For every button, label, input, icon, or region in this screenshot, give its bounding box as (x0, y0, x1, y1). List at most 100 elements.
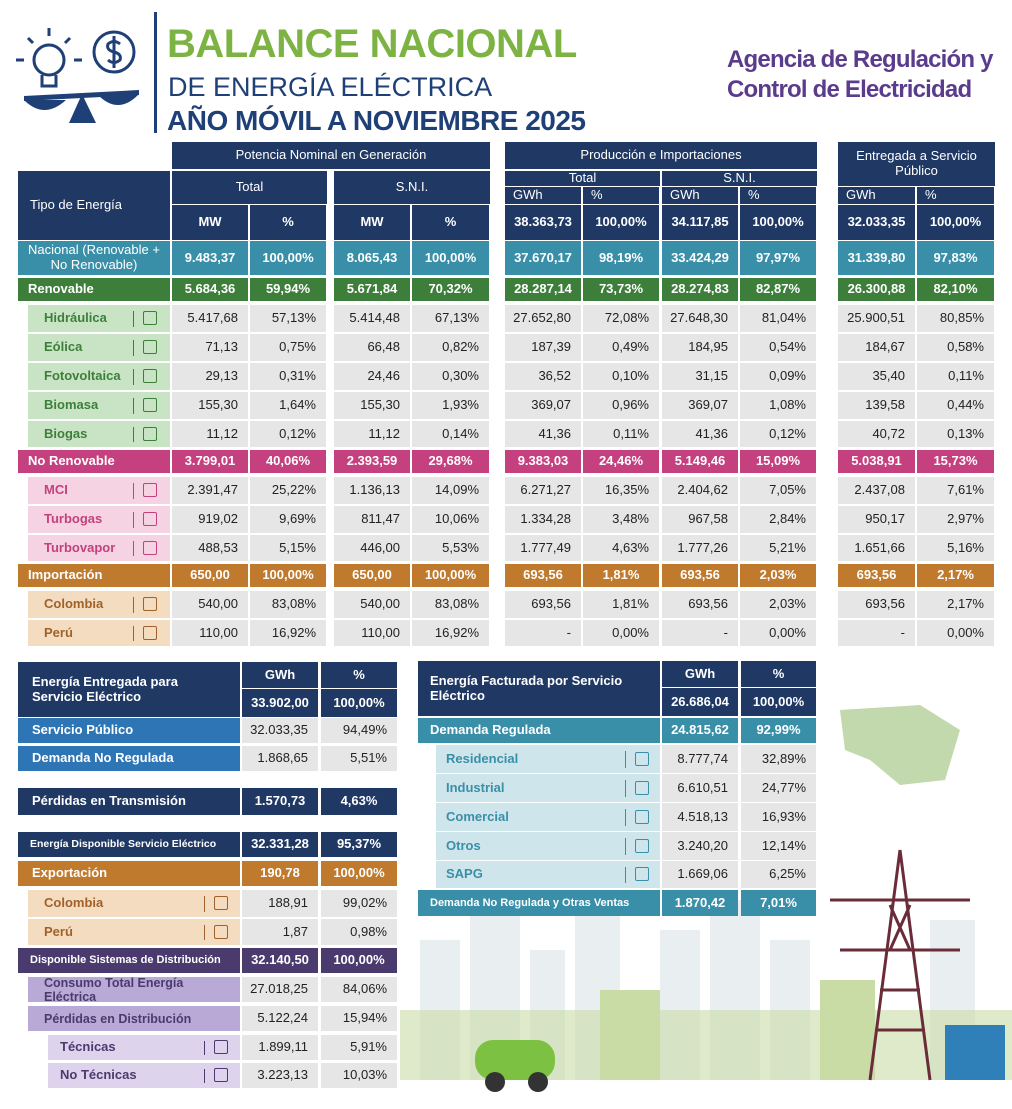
total-value: 34.117,85 (662, 205, 738, 240)
group-header: Producción e Importaciones (505, 142, 817, 169)
row-label: Técnicas (48, 1035, 240, 1060)
value: 16,92% (250, 620, 326, 646)
value: 1,87 (242, 919, 318, 945)
separator (625, 838, 626, 855)
value: 15,73% (917, 450, 994, 473)
value: 5.149,46 (662, 450, 738, 473)
value: 16,35% (583, 477, 659, 504)
value: - (505, 620, 581, 646)
value: 15,94% (321, 1006, 397, 1031)
value: 3.223,13 (242, 1063, 318, 1088)
value: 41,36 (505, 421, 581, 447)
row-label: Perú (28, 919, 240, 945)
car (475, 1040, 555, 1092)
value: 98,19% (583, 241, 659, 275)
group-header: Potencia Nominal en Generación (172, 142, 490, 169)
subgroup-header: S.N.I. (662, 171, 817, 186)
value: 9.383,03 (505, 450, 581, 473)
value: 29,68% (412, 450, 489, 473)
row-label: Exportación (18, 861, 240, 886)
value: 24.815,62 (662, 718, 738, 743)
value: 82,10% (917, 278, 994, 301)
subtitle: DE ENERGÍA ELÉCTRICA (168, 72, 493, 102)
value: 5,53% (412, 535, 489, 561)
row-label: Perú (28, 620, 170, 646)
row-icon (143, 311, 157, 325)
row-icon (143, 483, 157, 497)
row-label: Otros (436, 832, 660, 860)
value: 187,39 (505, 334, 581, 361)
value: 5.684,36 (172, 278, 248, 301)
row-label: Energía Disponible Servicio Eléctrico (18, 832, 240, 857)
unit-header: GWh (505, 187, 581, 204)
value: 1.777,49 (505, 535, 581, 561)
value: 5.414,48 (334, 305, 410, 332)
row-label: Consumo Total Energía Eléctrica (28, 977, 240, 1002)
value: 11,12 (334, 421, 410, 447)
value: 32.140,50 (242, 948, 318, 973)
value: 1.870,42 (662, 890, 738, 916)
value: 540,00 (172, 591, 248, 618)
row-label: Turbogas (28, 506, 170, 533)
value: 2,03% (740, 564, 816, 587)
value: 100,00% (321, 861, 397, 886)
subgroup-header: Total (505, 171, 660, 186)
agency-line: Agencia de Regulación y (727, 46, 993, 73)
value: 100,00% (250, 241, 326, 275)
value: 27.652,80 (505, 305, 581, 332)
value: 693,56 (662, 564, 738, 587)
value: 5.417,68 (172, 305, 248, 332)
row-label: Demanda No Regulada y Otras Ventas (418, 890, 660, 916)
value: 9,69% (250, 506, 326, 533)
value: 1,81% (583, 591, 659, 618)
row-label: Turbovapor (28, 535, 170, 561)
value: 2.391,47 (172, 477, 248, 504)
row-label: Comercial (436, 803, 660, 831)
value: 650,00 (334, 564, 410, 587)
header-divider (154, 12, 157, 133)
separator (133, 541, 134, 556)
unit-header: % (740, 187, 816, 204)
value: 1.899,11 (242, 1035, 318, 1060)
unit-header: % (741, 661, 816, 687)
row-label: Industrial (436, 774, 660, 802)
value: 540,00 (334, 591, 410, 618)
value: 1.669,06 (662, 861, 738, 888)
value: 650,00 (172, 564, 248, 587)
row-icon (635, 809, 649, 824)
row-icon (214, 924, 228, 939)
row-label: Servicio Público (18, 718, 240, 743)
value: 40,06% (250, 450, 326, 473)
map (840, 705, 960, 785)
value: 8.777,74 (662, 745, 738, 773)
row-label: Colombia (28, 591, 170, 618)
value: 35,40 (838, 363, 915, 390)
row-icon (635, 780, 649, 795)
value: 100,00% (412, 241, 489, 275)
value: 16,93% (741, 803, 816, 831)
value: 369,07 (662, 392, 738, 419)
separator (133, 427, 134, 442)
value: 31.339,80 (838, 241, 915, 275)
value: 0,98% (321, 919, 397, 945)
value: 5.671,84 (334, 278, 410, 301)
value: 5,51% (321, 746, 397, 771)
value: 32.331,28 (242, 832, 318, 857)
row-icon (143, 398, 157, 412)
separator (204, 1069, 205, 1083)
value: 0,13% (917, 421, 994, 447)
value: 73,73% (583, 278, 659, 301)
value: 811,47 (334, 506, 410, 533)
value: 3,48% (583, 506, 659, 533)
total-value: 33.902,00 (242, 689, 318, 717)
title: BALANCE NACIONAL (167, 22, 577, 66)
total-value: 100,00% (917, 205, 994, 240)
value: 72,08% (583, 305, 659, 332)
value: 5,91% (321, 1035, 397, 1060)
value: 693,56 (662, 591, 738, 618)
coin-icon (92, 30, 136, 74)
value: 28.274,83 (662, 278, 738, 301)
unit-header: % (412, 205, 489, 240)
separator (204, 896, 205, 912)
